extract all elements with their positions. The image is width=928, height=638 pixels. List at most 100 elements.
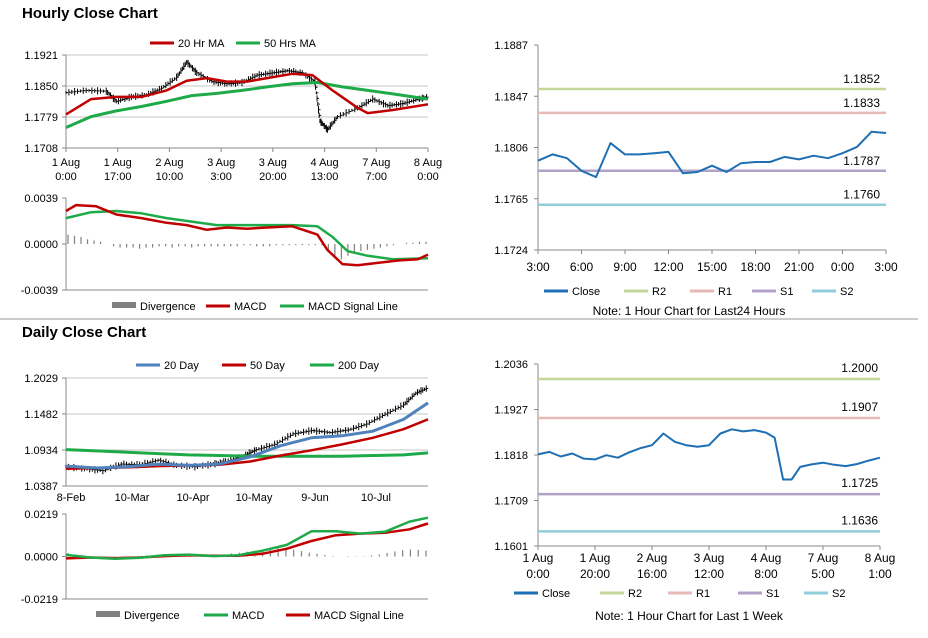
daily-price-x-tick-label: 10-Jul <box>361 492 391 504</box>
hourly-20hr-ma-line <box>65 72 429 116</box>
daily-macd-divergence-legend-label: Divergence <box>124 610 180 622</box>
daily-price-x-tick-label: 10-Mar <box>115 492 150 504</box>
hourly-pivot-r1-legend-label: R1 <box>718 286 732 298</box>
hourly-price-x-tick-label: 7:00 <box>366 171 387 183</box>
daily-pivot-x-tick-label: 1:00 <box>868 567 892 581</box>
daily-macd-y-tick-label: 0.0000 <box>24 552 58 564</box>
hourly-price-x-tick-label: 3 Aug <box>207 157 235 169</box>
hourly-price-x-tick-label: 7 Aug <box>362 157 390 169</box>
hourly-pivot-x-tick-label: 9:00 <box>613 260 637 274</box>
daily-pivot-y-tick-label: 1.1601 <box>494 541 528 553</box>
daily-pivot-x-tick-label: 20:00 <box>580 567 610 581</box>
hourly-pivot-y-tick-label: 1.1847 <box>494 91 528 103</box>
hourly-price-x-tick-label: 1 Aug <box>52 157 80 169</box>
daily-price-50day-legend-label: 50 Day <box>250 360 285 372</box>
hourly-pivot-x-tick-label: 15:00 <box>697 260 727 274</box>
daily-pivot-y-tick-label: 1.1709 <box>494 496 528 508</box>
daily-pivot-close-legend-label: Close <box>542 588 570 600</box>
daily-pivot-x-tick-label: 1 Aug <box>580 551 611 565</box>
daily-pivot-r2-label: 1.2000 <box>841 361 878 375</box>
daily-pivot-s1-label: 1.1725 <box>841 476 878 490</box>
daily-pivot-s1-legend-label: S1 <box>766 588 779 600</box>
hourly-macd-divergence-legend-swatch <box>112 302 136 308</box>
daily-pivot-r1-legend-label: R1 <box>696 588 710 600</box>
hourly-price-x-tick-label: 10:00 <box>156 171 184 183</box>
daily-pivot-x-tick-label: 8 Aug <box>865 551 896 565</box>
daily-pivot-x-tick-label: 3 Aug <box>694 551 725 565</box>
hourly-price-x-tick-label: 0:00 <box>55 171 76 183</box>
daily-price-x-tick-label: 10-Apr <box>176 492 209 504</box>
daily-price-200day-legend-label: 200 Day <box>338 360 379 372</box>
hourly-price-y-tick-label: 1.1921 <box>24 50 58 62</box>
daily-price-y-tick-label: 1.0387 <box>24 481 58 493</box>
hourly-pivot-close-legend-label: Close <box>572 286 600 298</box>
daily-pivot-x-tick-label: 1 Aug <box>523 551 554 565</box>
hourly-price-x-tick-label: 0:00 <box>417 171 438 183</box>
hourly-pivot-note: Note: 1 Hour Chart for Last24 Hours <box>593 304 786 318</box>
hourly-50hr-ma-line <box>65 81 429 129</box>
hourly-pivot-x-tick-label: 3:00 <box>874 260 898 274</box>
daily-macd-divergence-legend-swatch <box>96 611 120 617</box>
hourly-pivot-s2-legend-label: S2 <box>840 286 853 298</box>
daily-price-y-tick-label: 1.0934 <box>24 445 58 457</box>
hourly-pivot-x-tick-label: 0:00 <box>831 260 855 274</box>
hourly-price-x-tick-label: 1 Aug <box>104 157 132 169</box>
daily-price-x-tick-label: 10-May <box>236 492 273 504</box>
hourly-price-y-tick-label: 1.1850 <box>24 81 58 93</box>
hourly-macd-y-tick-label: 0.0039 <box>24 193 58 205</box>
hourly-macd-signal-line <box>65 209 429 261</box>
hourly-price-x-tick-label: 3 Aug <box>259 157 287 169</box>
daily-price-y-tick-label: 1.2029 <box>24 373 58 385</box>
daily-pivot-x-tick-label: 5:00 <box>811 567 835 581</box>
hourly-price-50hr-legend-label: 50 Hrs MA <box>264 38 317 50</box>
daily-price-x-tick-label: 9-Jun <box>301 492 329 504</box>
daily-pivot-s2-label: 1.1636 <box>841 513 878 527</box>
daily-macd-line <box>65 516 429 561</box>
hourly-pivot-x-tick-label: 12:00 <box>653 260 683 274</box>
hourly-pivot-s1-legend-label: S1 <box>780 286 793 298</box>
hourly-pivot-y-tick-label: 1.1724 <box>494 245 528 257</box>
hourly-price-x-tick-label: 17:00 <box>104 171 132 183</box>
daily-pivot-s2-legend-label: S2 <box>832 588 845 600</box>
hourly-macd-signal-legend-label: MACD Signal Line <box>308 301 398 313</box>
daily-macd-y-tick-label: 0.0219 <box>24 509 58 521</box>
daily-20day-line <box>65 401 429 470</box>
hourly-price-x-tick-label: 13:00 <box>311 171 339 183</box>
daily-pivot-x-tick-label: 2 Aug <box>637 551 668 565</box>
hourly-pivot-r2-legend-label: R2 <box>652 286 666 298</box>
hourly-pivot-x-tick-label: 21:00 <box>784 260 814 274</box>
hourly-price-y-tick-label: 1.1779 <box>24 112 58 124</box>
daily-pivot-x-tick-label: 4 Aug <box>751 551 782 565</box>
daily-macd-y-tick-label: -0.0219 <box>21 594 58 606</box>
daily-price-y-tick-label: 1.1482 <box>24 409 58 421</box>
daily-section-title: Daily Close Chart <box>22 324 147 341</box>
hourly-price-x-tick-label: 3:00 <box>210 171 231 183</box>
hourly-price-x-tick-label: 2 Aug <box>155 157 183 169</box>
daily-pivot-y-tick-label: 1.1927 <box>494 405 528 417</box>
hourly-price-x-tick-label: 4 Aug <box>311 157 339 169</box>
daily-pivot-r1-label: 1.1907 <box>841 400 878 414</box>
daily-macd-signal-legend-label: MACD Signal Line <box>314 610 404 622</box>
daily-price-x-tick-label: 8-Feb <box>57 492 86 504</box>
daily-pivot-x-tick-label: 12:00 <box>694 567 724 581</box>
hourly-macd-macd-legend-label: MACD <box>234 301 266 313</box>
hourly-macd-y-tick-label: 0.0000 <box>24 239 58 251</box>
daily-pivot-x-tick-label: 8:00 <box>754 567 778 581</box>
hourly-pivot-s2-label: 1.1760 <box>843 188 880 202</box>
daily-50day-line <box>65 418 429 470</box>
hourly-price-y-tick-label: 1.1708 <box>24 143 58 155</box>
hourly-section-title: Hourly Close Chart <box>22 5 158 22</box>
daily-pivot-x-tick-label: 0:00 <box>526 567 550 581</box>
daily-pivot-y-tick-label: 1.1818 <box>494 450 528 462</box>
daily-macd-macd-legend-label: MACD <box>232 610 264 622</box>
daily-price-20day-legend-label: 20 Day <box>164 360 199 372</box>
hourly-macd-line <box>65 203 429 267</box>
hourly-pivot-close-line <box>537 130 887 179</box>
hourly-macd-y-tick-label: -0.0039 <box>21 285 58 297</box>
hourly-pivot-x-tick-label: 6:00 <box>570 260 594 274</box>
hourly-pivot-y-tick-label: 1.1806 <box>494 143 528 155</box>
daily-pivot-close-line <box>537 428 881 481</box>
hourly-pivot-r1-label: 1.1833 <box>843 96 880 110</box>
hourly-price-20hr-legend-label: 20 Hr MA <box>178 38 225 50</box>
